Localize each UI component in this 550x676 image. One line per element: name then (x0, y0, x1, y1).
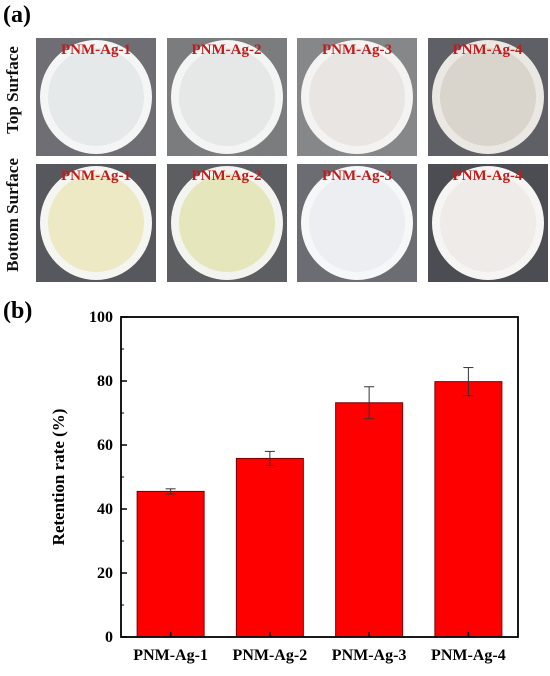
bar (434, 381, 503, 638)
membrane-disc (48, 174, 144, 272)
y-tick-label: 60 (97, 437, 113, 454)
bottom-surface-row-label: Bottom Surface (3, 158, 22, 272)
y-axis-label: Retention rate (%) (49, 409, 68, 546)
membrane-tag: PNM-Ag-2 (191, 168, 262, 184)
membrane-tag: PNM-Ag-1 (61, 42, 131, 58)
membrane-photo: PNM-Ag-2 (166, 38, 287, 156)
membrane-disc (439, 174, 536, 272)
membrane-tag: PNM-Ag-4 (452, 168, 523, 184)
membrane-tag: PNM-Ag-1 (61, 168, 131, 184)
membrane-photo: PNM-Ag-3 (297, 38, 417, 156)
membrane-photo: PNM-Ag-4 (427, 38, 548, 156)
membrane-tag: PNM-Ag-3 (322, 168, 392, 184)
bar (136, 490, 205, 638)
membrane-disc (309, 48, 405, 146)
membrane-photo: PNM-Ag-3 (297, 164, 417, 282)
y-tick-label: 20 (97, 565, 113, 582)
y-tick-label: 40 (97, 501, 113, 518)
membrane-photo: PNM-Ag-1 (36, 38, 156, 156)
membrane-disc (48, 48, 144, 146)
membrane-tag: PNM-Ag-4 (452, 42, 523, 58)
panel-a-label: (a) (3, 2, 31, 28)
membrane-photo: PNM-Ag-1 (36, 164, 156, 282)
x-tick-label: PNM-Ag-1 (133, 647, 208, 664)
retention-chart-svg: PNM-Ag-1 PNM-Ag-2 PNM-Ag-3 PNM-Ag-4 0 20 40 60 8… (49, 309, 519, 664)
bar (335, 402, 404, 638)
top-surface-row-label: Top Surface (3, 46, 22, 134)
membrane-photo: PNM-Ag-4 (427, 164, 548, 282)
membrane-tag: PNM-Ag-3 (322, 42, 392, 58)
membrane-disc (439, 48, 536, 146)
x-tick-label: PNM-Ag-2 (233, 647, 308, 664)
y-tick-label: 80 (97, 373, 113, 390)
x-tick-label: PNM-Ag-4 (431, 647, 506, 664)
membrane-tag: PNM-Ag-2 (191, 42, 262, 58)
membrane-photo-grid: PNM-Ag-1 PNM-Ag-2 PNM-Ag-3 PNM-Ag-4 PNM-Ag-1… (36, 38, 548, 290)
membrane-disc (178, 174, 275, 272)
membrane-photo: PNM-Ag-2 (166, 164, 287, 282)
bar (235, 457, 304, 638)
membrane-disc (178, 48, 275, 146)
x-tick-label: PNM-Ag-3 (332, 647, 407, 664)
membrane-disc (309, 174, 405, 272)
panel-b-label: (b) (3, 298, 33, 324)
y-tick-label: 100 (89, 309, 113, 326)
retention-chart: PNM-Ag-1 PNM-Ag-2 PNM-Ag-3 PNM-Ag-4 0 20 40 60 8… (0, 296, 550, 671)
y-tick-label: 0 (105, 629, 113, 646)
